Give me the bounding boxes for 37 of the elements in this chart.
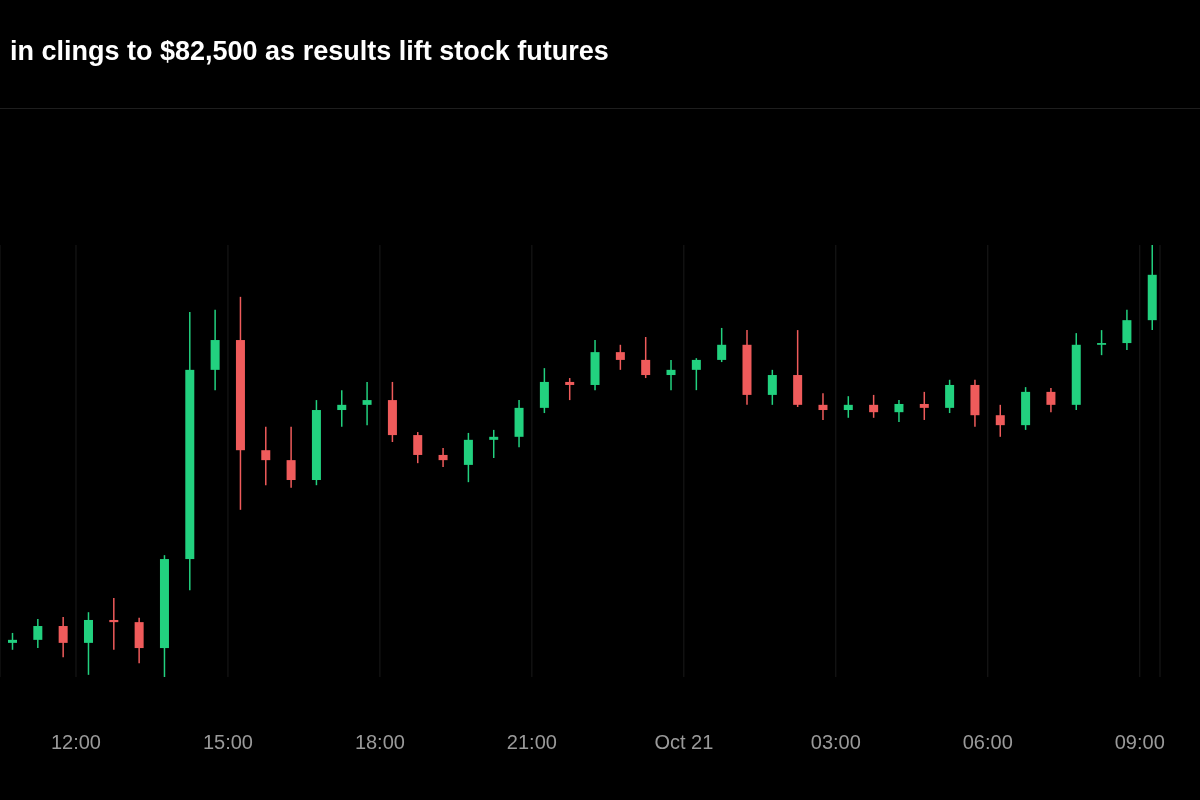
candlestick [565,377,575,401]
candlestick [261,426,271,486]
candlestick [438,447,448,468]
chart-title: in clings to $82,500 as results lift stock futures [10,36,609,67]
candlestick [919,391,929,421]
candlestick [1097,329,1107,356]
candlestick [58,616,68,658]
candlestick [1122,309,1132,351]
x-tick-label: 18:00 [354,731,405,754]
candlestick [691,357,701,391]
candlestick [666,359,676,391]
candlestick [615,344,625,371]
x-tick-label: 06:00 [962,731,1013,754]
candlestick [641,336,651,379]
candlestick [767,369,777,406]
x-tick-label: Oct 21 [654,731,714,754]
x-tick-label: 09:00 [1114,731,1165,754]
candlestick [83,611,93,676]
candlestick [413,431,423,464]
candlestick [1046,387,1056,413]
candlestick [869,394,879,419]
candlestick [945,379,955,414]
candlestick [33,618,43,649]
x-tick-label: 21:00 [506,731,557,754]
x-tick-label: 03:00 [810,731,861,754]
x-tick-label: 12:00 [50,731,102,754]
candlestick [995,404,1005,438]
candlestick [894,399,904,423]
candlestick [109,597,119,651]
candlestick [818,392,828,421]
candlestick [489,429,499,459]
candlestick [843,395,853,419]
candlestick [362,381,372,426]
x-tick-label: 15:00 [202,731,253,754]
candlestick [337,389,347,428]
candlestick [717,327,727,363]
candlestick [286,426,296,489]
